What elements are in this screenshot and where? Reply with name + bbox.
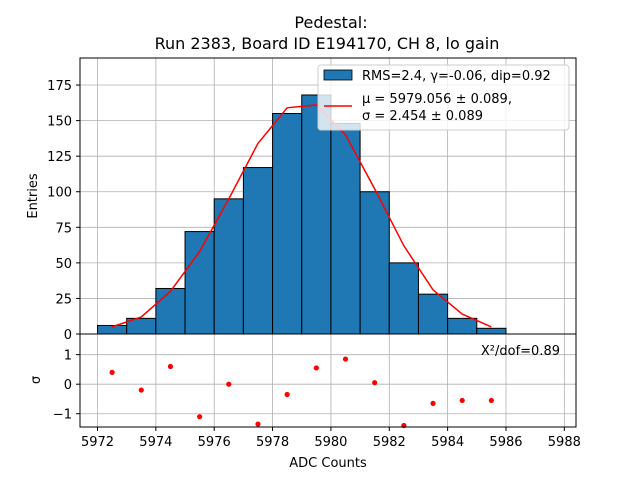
residual-plot-grid bbox=[80, 334, 576, 427]
x-tick-label-6: 5984 bbox=[431, 435, 464, 450]
histogram-bar-5 bbox=[242, 167, 274, 335]
histogram-bar-10 bbox=[388, 262, 419, 335]
residual-point-11 bbox=[430, 400, 436, 406]
x-tick-label-8: 5988 bbox=[548, 435, 581, 450]
x-ticks: 5972 5974 5976 5978 5980 5982 5984 5986 5988 bbox=[81, 427, 581, 450]
x-tick-label-1: 5974 bbox=[139, 435, 172, 450]
residual-point-5 bbox=[255, 421, 261, 427]
chart-subtitle: Run 2383, Board ID E194170, CH 8, lo gai… bbox=[155, 34, 500, 53]
main-y-tick-label-0: 0 bbox=[64, 328, 72, 343]
histogram-bar-6 bbox=[272, 112, 303, 335]
x-tick-label-2: 5976 bbox=[198, 435, 231, 450]
residual-point-12 bbox=[459, 397, 465, 404]
histogram-bar-4 bbox=[213, 198, 244, 335]
residual-y-tick-label-1: 0 bbox=[64, 378, 72, 393]
x-tick-label-4: 5980 bbox=[314, 435, 347, 450]
x-axis-label: ADC Counts bbox=[289, 456, 367, 471]
legend-fit-label-line2: σ = 2.454 ± 0.089 bbox=[362, 109, 483, 124]
residual-point-3 bbox=[197, 414, 203, 420]
histogram-bar-9 bbox=[359, 191, 390, 335]
residual-point-13 bbox=[488, 397, 494, 404]
legend-fit-label-line1: μ = 5979.056 ± 0.089, bbox=[362, 92, 512, 107]
x-tick-label-3: 5978 bbox=[256, 435, 289, 450]
main-y-tick-label-6: 150 bbox=[47, 115, 72, 130]
residual-y-tick-label-2: 1 bbox=[64, 349, 72, 364]
histogram-bar-11 bbox=[417, 293, 449, 335]
legend-box bbox=[317, 64, 570, 131]
residual-point-1 bbox=[138, 387, 144, 393]
histogram-bar-13 bbox=[476, 327, 507, 335]
residual-point-9 bbox=[372, 380, 378, 386]
residual-point-6 bbox=[284, 391, 290, 398]
residual-point-8 bbox=[342, 356, 349, 362]
legend-histogram-label: RMS=2.4, γ=-0.06, dip=0.92 bbox=[362, 69, 551, 84]
gaussian-fit-line bbox=[111, 104, 492, 328]
histogram-bar-7 bbox=[301, 94, 332, 335]
histogram-bar-3 bbox=[184, 231, 215, 335]
chi2-annotation: Χ²/dof=0.89 bbox=[481, 344, 560, 359]
main-y-tick-label-2: 50 bbox=[55, 257, 72, 272]
residual-y-ticks: −1 0 1 bbox=[53, 349, 80, 423]
residual-point-0 bbox=[109, 369, 115, 375]
y-axis-label: Entries bbox=[26, 173, 41, 219]
residual-points bbox=[109, 356, 494, 429]
main-y-tick-label-4: 100 bbox=[47, 186, 72, 201]
legend-histogram-swatch bbox=[323, 69, 353, 81]
x-tick-label-5: 5982 bbox=[373, 435, 406, 450]
main-y-tick-label-5: 125 bbox=[47, 150, 72, 165]
main-y-tick-label-7: 175 bbox=[47, 79, 72, 94]
histogram-bars bbox=[97, 94, 507, 335]
histogram-bar-12 bbox=[447, 317, 478, 335]
main-y-tick-label-3: 75 bbox=[55, 221, 72, 236]
residual-point-2 bbox=[167, 363, 174, 370]
residual-plot-frame bbox=[79, 333, 577, 428]
histogram-bar-2 bbox=[155, 287, 186, 335]
residual-point-4 bbox=[226, 381, 232, 387]
main-y-ticks: 0 25 50 75 100 125 150 175 bbox=[47, 79, 80, 343]
x-tick-label-0: 5972 bbox=[81, 435, 114, 450]
residual-y-axis-label: σ bbox=[29, 376, 44, 384]
chart-title: Pedestal: bbox=[294, 13, 367, 32]
legend: RMS=2.4, γ=-0.06, dip=0.92 μ = 5979.056 … bbox=[317, 64, 570, 131]
main-y-tick-label-1: 25 bbox=[55, 292, 72, 307]
residual-y-tick-label-0: −1 bbox=[53, 408, 72, 423]
residual-point-7 bbox=[313, 365, 319, 371]
x-tick-label-7: 5986 bbox=[489, 435, 522, 450]
